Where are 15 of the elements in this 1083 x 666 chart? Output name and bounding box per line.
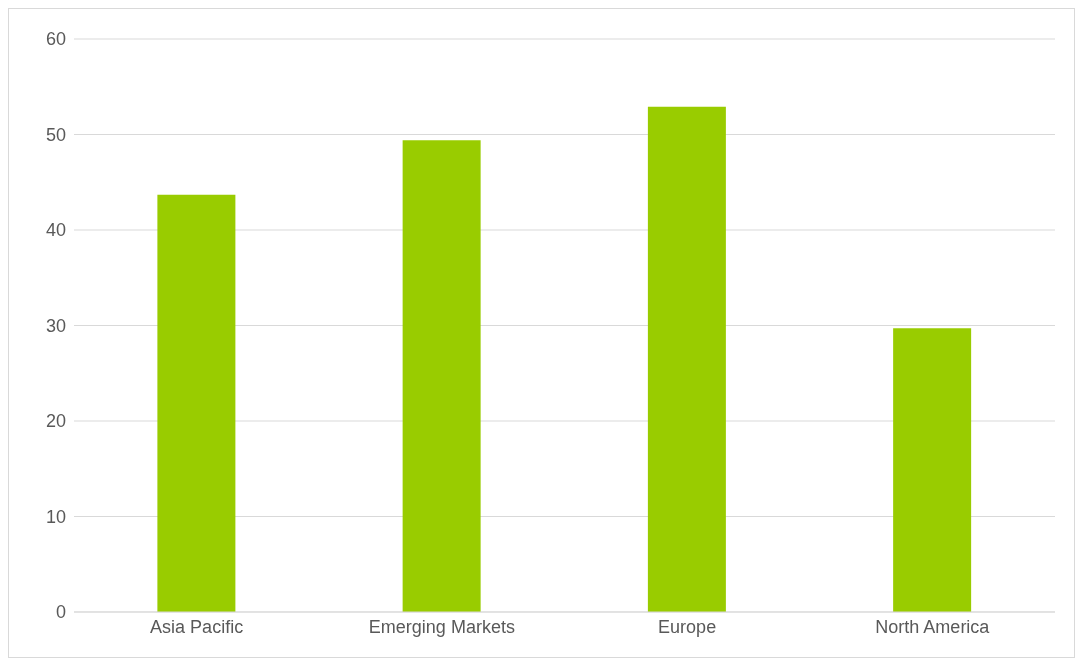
- x-tick-label: Emerging Markets: [368, 616, 515, 637]
- y-tick-label: 60: [45, 29, 66, 50]
- y-tick-label: 20: [45, 411, 66, 432]
- bar: [647, 106, 726, 612]
- y-tick-label: 10: [45, 506, 66, 527]
- y-tick-label: 40: [45, 220, 66, 241]
- bar: [893, 328, 972, 612]
- y-tick-label: 30: [45, 315, 66, 336]
- x-tick-label: Europe: [658, 616, 717, 637]
- x-tick-label: North America: [875, 616, 991, 637]
- bar: [402, 140, 481, 612]
- y-tick-label: 0: [55, 602, 66, 623]
- bar: [157, 194, 236, 612]
- y-tick-label: 50: [45, 124, 66, 145]
- x-tick-label: Asia Pacific: [150, 616, 244, 637]
